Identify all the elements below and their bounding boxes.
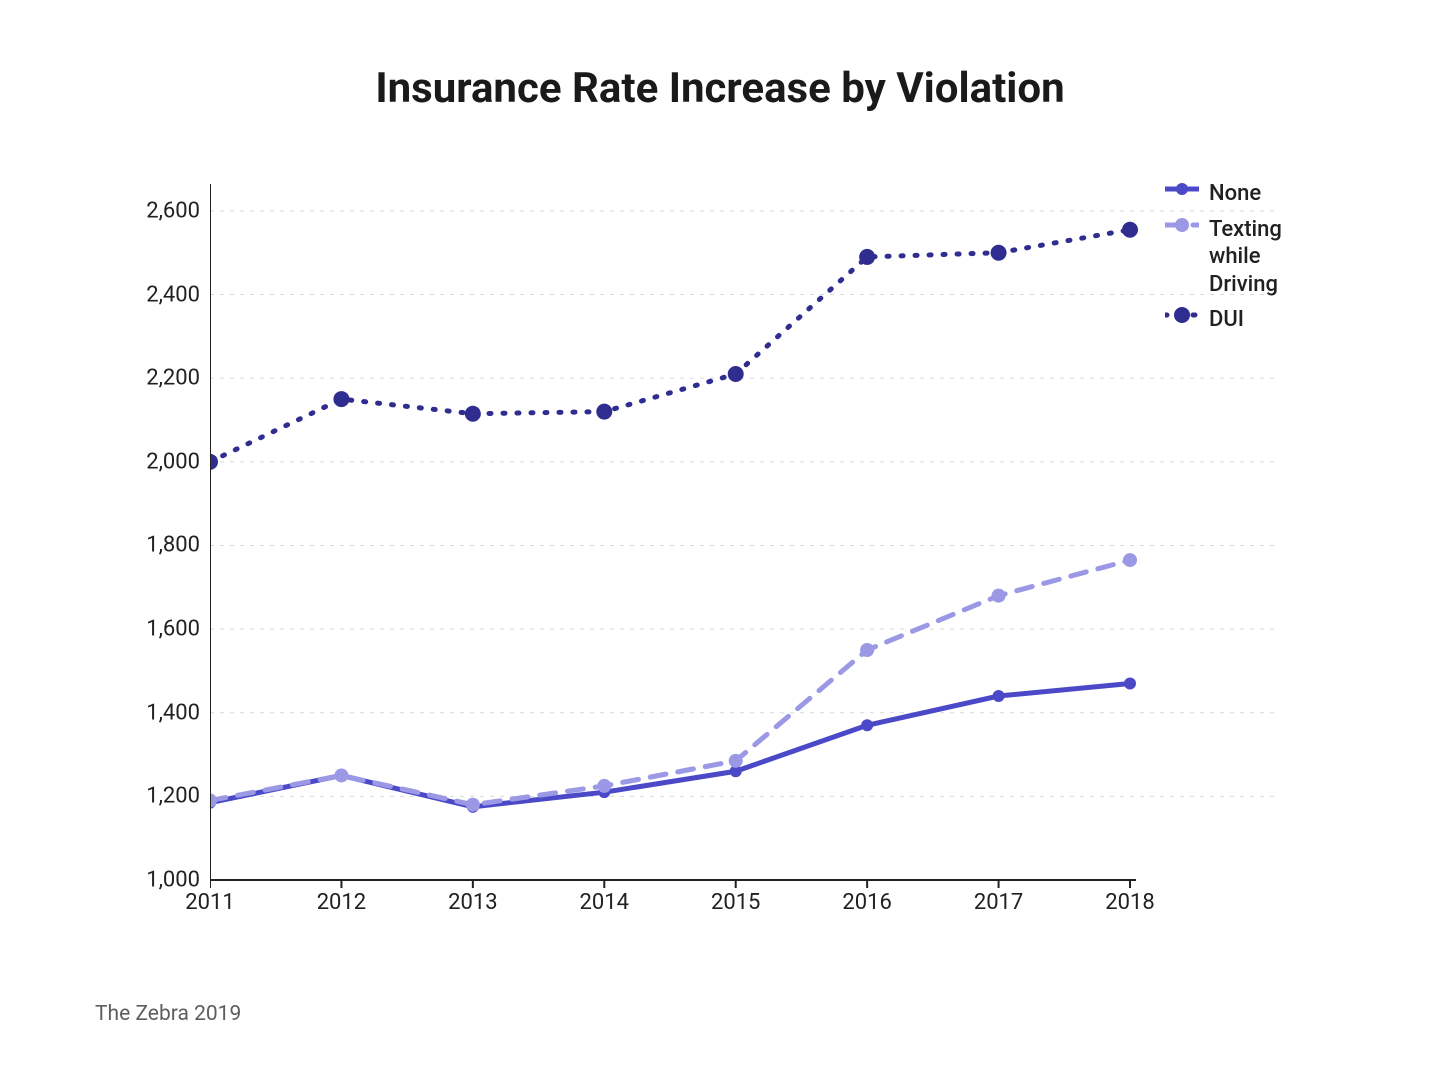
chart-title: Insurance Rate Increase by Violation — [0, 64, 1440, 113]
series-marker-texting — [466, 798, 480, 812]
legend: None Texting while Driving DUI — [1165, 180, 1295, 334]
y-tick-label: 2,200 — [146, 366, 210, 391]
series-marker-none — [861, 719, 873, 731]
series-marker-dui — [596, 404, 612, 420]
y-tick-label: 1,400 — [146, 700, 210, 725]
series-marker-texting — [210, 794, 217, 808]
x-tick-label: 2013 — [448, 880, 497, 915]
x-tick-label: 2015 — [711, 880, 760, 915]
series-line-none — [210, 683, 1130, 806]
series-marker-dui — [991, 245, 1007, 261]
chart-container: Insurance Rate Increase by Violation 1,0… — [0, 0, 1440, 1080]
y-tick-label: 2,000 — [146, 449, 210, 474]
legend-swatch-none — [1165, 180, 1199, 198]
legend-label-dui: DUI — [1209, 306, 1244, 334]
chart-svg — [210, 180, 1295, 900]
x-tick-label: 2012 — [317, 880, 366, 915]
line-chart: 1,0001,2001,4001,6001,8002,0002,2002,400… — [210, 180, 1295, 900]
legend-label-texting: Texting while Driving — [1209, 216, 1295, 299]
series-marker-dui — [210, 454, 218, 470]
series-marker-dui — [333, 391, 349, 407]
y-tick-label: 2,600 — [146, 198, 210, 223]
legend-item-texting: Texting while Driving — [1165, 216, 1295, 299]
x-tick-label: 2011 — [185, 880, 234, 915]
series-marker-texting — [597, 779, 611, 793]
x-tick-label: 2016 — [842, 880, 891, 915]
series-marker-texting — [860, 643, 874, 657]
y-tick-label: 1,200 — [146, 784, 210, 809]
series-marker-texting — [334, 768, 348, 782]
series-marker-dui — [1122, 222, 1138, 238]
y-tick-label: 1,800 — [146, 533, 210, 558]
legend-label-none: None — [1209, 180, 1261, 208]
series-marker-dui — [859, 249, 875, 265]
legend-swatch-dui — [1165, 306, 1199, 324]
x-tick-label: 2018 — [1105, 880, 1154, 915]
series-marker-dui — [465, 406, 481, 422]
series-marker-texting — [729, 754, 743, 768]
source-attribution: The Zebra 2019 — [95, 1002, 241, 1026]
series-line-dui — [210, 230, 1130, 462]
x-tick-label: 2017 — [974, 880, 1023, 915]
legend-item-none: None — [1165, 180, 1295, 208]
y-tick-label: 1,600 — [146, 617, 210, 642]
x-tick-label: 2014 — [580, 880, 629, 915]
series-marker-texting — [992, 589, 1006, 603]
legend-swatch-texting — [1165, 216, 1199, 234]
series-marker-dui — [728, 366, 744, 382]
series-marker-none — [993, 690, 1005, 702]
y-tick-label: 2,400 — [146, 282, 210, 307]
series-marker-texting — [1123, 553, 1137, 567]
series-marker-none — [1124, 677, 1136, 689]
legend-item-dui: DUI — [1165, 306, 1295, 334]
